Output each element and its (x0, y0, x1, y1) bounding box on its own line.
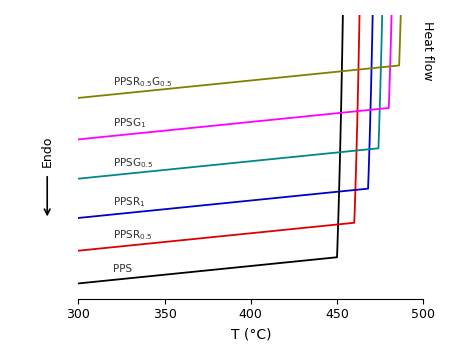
Text: PPSG$_{0.5}$: PPSG$_{0.5}$ (113, 156, 153, 170)
Text: PPS: PPS (113, 265, 132, 274)
X-axis label: T (°C): T (°C) (230, 327, 271, 341)
Text: Endo: Endo (41, 136, 54, 167)
Text: PPSR$_{1}$: PPSR$_{1}$ (113, 195, 145, 209)
Text: PPSG$_{1}$: PPSG$_{1}$ (113, 117, 146, 130)
Text: PPSR$_{0.5}$: PPSR$_{0.5}$ (113, 228, 152, 242)
Text: PPSR$_{0.5}$G$_{0.5}$: PPSR$_{0.5}$G$_{0.5}$ (113, 75, 172, 89)
Text: Heat flow: Heat flow (420, 21, 434, 80)
